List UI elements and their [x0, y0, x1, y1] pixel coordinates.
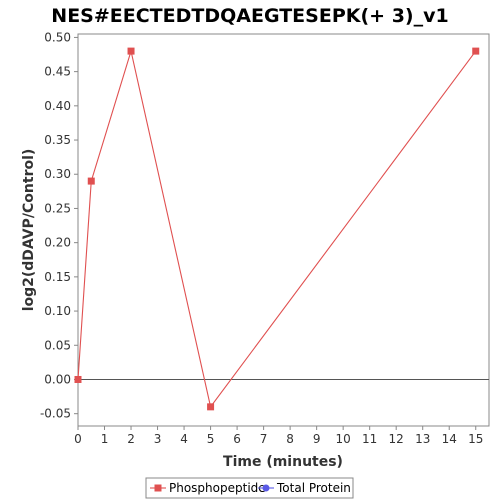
y-tick-label: 0.05 [44, 338, 71, 352]
x-tick-label: 11 [362, 432, 377, 446]
y-tick-label: 0.35 [44, 133, 71, 147]
x-tick-label: 14 [442, 432, 457, 446]
y-tick-label: 0.40 [44, 99, 71, 113]
x-tick-label: 13 [415, 432, 430, 446]
y-axis-label: log2(dDAVP/Control) [21, 149, 37, 312]
legend-label: Total Protein [276, 481, 351, 495]
data-point [87, 177, 95, 185]
y-tick-label: 0.50 [44, 30, 71, 44]
y-tick-label: 0.00 [44, 372, 71, 386]
y-tick-label: 0.20 [44, 236, 71, 250]
x-tick-label: 9 [313, 432, 321, 446]
y-tick-label: 0.10 [44, 304, 71, 318]
x-tick-label: 15 [468, 432, 483, 446]
x-tick-label: 0 [74, 432, 82, 446]
data-point [74, 375, 82, 383]
data-point [472, 47, 480, 55]
y-tick-label: 0.15 [44, 270, 71, 284]
legend-items: Phosphopeptide Total Protein [150, 481, 351, 495]
y-tick-label: 0.30 [44, 167, 71, 181]
legend-marker [154, 484, 162, 492]
x-tick-label: 2 [127, 432, 135, 446]
y-tick-label: -0.05 [40, 407, 71, 421]
x-tick-label: 10 [336, 432, 351, 446]
x-tick-label: 1 [101, 432, 109, 446]
chart-title: NES#EECTEDTDQAEGTESEPK(+ 3)_v1 [51, 5, 448, 27]
y-tick-label: 0.45 [44, 65, 71, 79]
x-tick-label: 4 [180, 432, 188, 446]
y-tick-label: 0.25 [44, 201, 71, 215]
legend: Phosphopeptide Total Protein [145, 477, 354, 499]
x-tick-label: 5 [207, 432, 215, 446]
x-axis-label: Time (minutes) [223, 454, 343, 470]
y-axis: -0.05 0.00 0.05 0.10 0.15 0.20 0.25 0.30 0.35 0.4… [40, 30, 79, 426]
legend-label: Phosphopeptide [169, 481, 266, 495]
x-tick-label: 12 [389, 432, 404, 446]
series-layer [74, 47, 480, 411]
x-tick-label: 7 [260, 432, 268, 446]
x-tick-label: 6 [233, 432, 241, 446]
legend-marker [262, 484, 270, 492]
x-tick-label: 3 [154, 432, 162, 446]
x-tick-label: 8 [286, 432, 294, 446]
data-point [207, 403, 215, 411]
data-point [127, 47, 135, 55]
x-axis: 0 1 2 3 4 5 6 7 8 9 10 11 12 13 14 15 [74, 425, 489, 446]
legend-box [145, 477, 354, 499]
plot-area [77, 33, 490, 427]
